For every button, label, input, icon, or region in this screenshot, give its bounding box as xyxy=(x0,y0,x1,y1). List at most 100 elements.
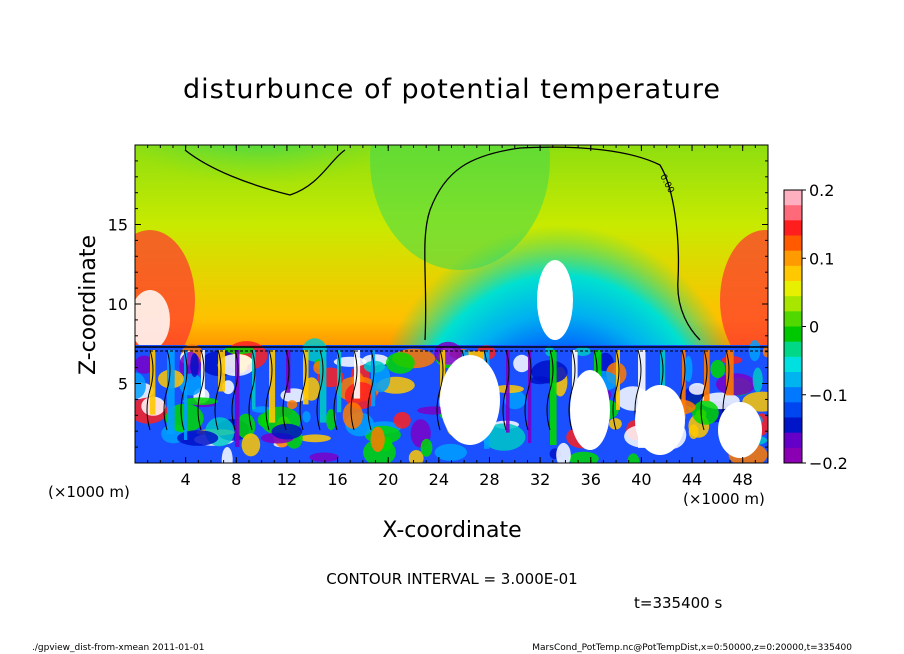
plume-streak xyxy=(528,350,532,443)
turbulence-blob xyxy=(299,434,331,443)
turbulence-blob xyxy=(752,367,763,393)
x-unit-left: (×1000 m) xyxy=(48,483,130,501)
colorbar-swatch xyxy=(784,387,802,403)
x-axis-title: X-coordinate xyxy=(382,518,521,543)
turbulence-blob xyxy=(385,352,415,374)
plume-streak xyxy=(235,350,240,447)
cool-region-top-left xyxy=(135,145,400,240)
plume-streak xyxy=(201,350,205,398)
turbulence-blob xyxy=(688,383,706,395)
footer-right: MarsCond_PotTemp.nc@PotTempDist,x=0:5000… xyxy=(532,643,852,653)
x-tick-label: 24 xyxy=(429,470,449,489)
y-tick-label: 10 xyxy=(108,295,128,314)
turbulence-blob xyxy=(537,260,573,340)
colorbar-tick-label: −0.2 xyxy=(809,454,848,473)
y-tick-label: 15 xyxy=(108,216,128,235)
contour-line xyxy=(197,349,205,431)
contour-line xyxy=(282,349,290,431)
turbulence-blob xyxy=(627,453,640,463)
colorbar-tick-label: 0.1 xyxy=(809,249,834,268)
colorbar-swatch xyxy=(784,190,802,206)
colorbar-swatch xyxy=(784,220,802,236)
contour-line xyxy=(700,349,708,431)
contour-line xyxy=(424,146,701,341)
turbulence-blob xyxy=(710,359,726,379)
contour-line xyxy=(502,349,510,431)
warm-region-right xyxy=(720,230,768,370)
x-axis: 4 8 12 16 20 24 28 32 36 40 44 48 xyxy=(147,145,756,489)
x-tick-label: 12 xyxy=(277,470,297,489)
contour-line xyxy=(146,349,154,431)
turbulence-blob xyxy=(177,430,219,446)
turbulence-blob xyxy=(692,400,719,425)
turbulence-blob xyxy=(393,412,411,429)
colorbar-swatch xyxy=(784,281,802,297)
plume-streak xyxy=(167,350,175,434)
plume-streak xyxy=(320,350,327,423)
x-tick-label: 28 xyxy=(479,470,499,489)
contour-line xyxy=(248,349,256,431)
turbulence-blob xyxy=(241,433,261,457)
x-tick-label: 8 xyxy=(231,470,241,489)
colorbar-swatch xyxy=(784,326,802,343)
contour-line xyxy=(214,349,222,431)
turbulence-layer xyxy=(135,260,768,463)
contour-line xyxy=(436,349,444,431)
turbulence-blob xyxy=(482,423,526,451)
colorbar-swatch xyxy=(784,432,802,449)
colorbar-swatch xyxy=(784,311,802,327)
x-tick-label: 4 xyxy=(181,470,191,489)
y-axis: 5 10 15 xyxy=(108,160,768,448)
turbulence-blob xyxy=(420,438,433,457)
time-text: t=335400 s xyxy=(634,594,722,612)
contour-line xyxy=(350,349,358,431)
plume-streak xyxy=(218,350,225,392)
turbulence-blob xyxy=(221,447,233,463)
x-tick-label: 44 xyxy=(682,470,702,489)
turbulence-blob xyxy=(570,370,610,450)
turbulence-blob xyxy=(257,413,271,427)
turbulence-blob xyxy=(531,360,568,384)
colorbar-swatch xyxy=(784,265,802,282)
turbulence-blob xyxy=(190,353,199,378)
turbulence-blob xyxy=(434,443,467,461)
contour-line xyxy=(333,349,341,431)
contour-line xyxy=(568,349,576,431)
colorbar-swatch xyxy=(784,341,802,358)
turbulence-blob xyxy=(440,355,500,445)
plume-streak xyxy=(286,350,291,393)
contour-line xyxy=(367,349,375,431)
turbulence-blob xyxy=(556,442,571,463)
colorbar-swatch xyxy=(784,250,802,267)
turbulence-blob xyxy=(222,380,235,395)
colorbar-tick-label: 0.2 xyxy=(809,181,834,200)
contour-line xyxy=(316,349,324,431)
colorbar-tick-label: 0 xyxy=(809,318,819,337)
turbulence-blob xyxy=(568,451,599,463)
colorbar-tick-label: −0.1 xyxy=(809,386,848,405)
turbulence-blob xyxy=(135,372,146,399)
plot-area: 0.00 xyxy=(135,145,768,463)
x-tick-label: 16 xyxy=(327,470,347,489)
turbulence-blob xyxy=(271,423,303,440)
turbulence-blob xyxy=(370,426,385,452)
colorbar-swatch xyxy=(784,402,802,418)
turbulence-blob xyxy=(749,340,761,362)
colorbar-swatch xyxy=(784,205,802,221)
turbulence-blob xyxy=(182,397,218,406)
chart-title: disturbunce of potential temperature xyxy=(183,74,721,105)
turbulence-blob xyxy=(236,413,256,439)
x-tick-label: 48 xyxy=(733,470,753,489)
plume-streak xyxy=(506,350,510,433)
footer-left: ./gpview_dist-from-xmean 2011-01-01 xyxy=(32,643,204,653)
contour-interval-text: CONTOUR INTERVAL = 3.000E-01 xyxy=(326,570,577,588)
y-axis-title: Z-coordinate xyxy=(76,235,101,375)
plume-streak xyxy=(184,350,188,440)
colorbar-swatch xyxy=(784,235,802,252)
x-tick-label: 32 xyxy=(530,470,550,489)
contour-line xyxy=(163,349,171,431)
contour-line xyxy=(265,349,273,431)
turbulence-blob xyxy=(718,402,762,458)
contour-line xyxy=(184,149,346,196)
